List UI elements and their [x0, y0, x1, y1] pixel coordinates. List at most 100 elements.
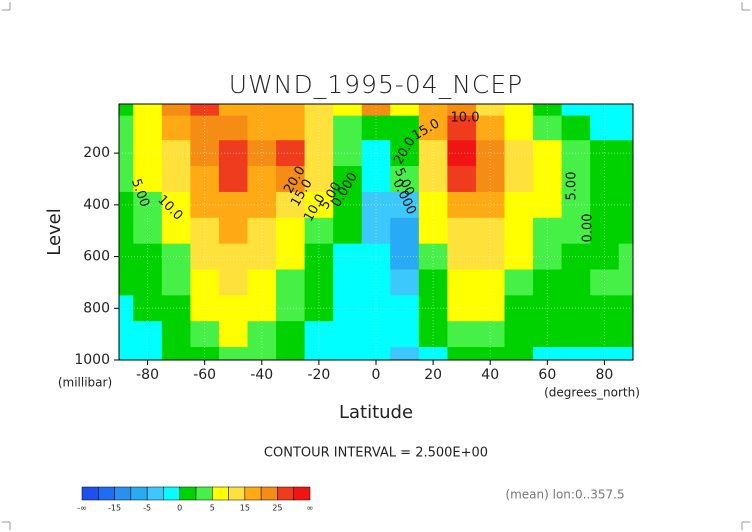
field-cell [304, 243, 334, 270]
field-cell [119, 269, 134, 296]
field-cell [390, 347, 420, 361]
field-cell [447, 191, 477, 219]
field-cell [418, 115, 448, 141]
field-cell [276, 347, 306, 361]
field-cell [447, 295, 477, 322]
field-cell [561, 104, 591, 117]
field-cell [561, 191, 591, 219]
field-cell [218, 191, 248, 219]
x-tick-label: 40 [481, 367, 499, 383]
field-cell [590, 166, 620, 193]
field-cell [475, 115, 505, 141]
field-cell [618, 191, 634, 219]
field-cell [119, 321, 134, 348]
field-cell [247, 115, 277, 141]
field-cell [418, 347, 448, 361]
field-cell [447, 140, 477, 167]
field-cell [590, 115, 620, 141]
contour-label: 0.00 [581, 214, 596, 243]
field-cell [361, 104, 391, 117]
x-axis-title: Latitude [339, 402, 413, 423]
x-tick-label: -80 [136, 367, 159, 383]
field-cell [590, 321, 620, 348]
field-cell [504, 217, 534, 245]
field-cell [361, 166, 391, 193]
field-cell [190, 243, 220, 270]
field-cell [218, 295, 248, 322]
field-cell [504, 295, 534, 322]
field-cell [161, 166, 191, 193]
field-cell [190, 191, 220, 219]
field-cell [304, 140, 334, 167]
field-cell [333, 347, 363, 361]
field-cell [119, 115, 134, 141]
field-cell [133, 243, 163, 270]
field-cell [618, 217, 634, 245]
field-cell [390, 269, 420, 296]
field-cell [361, 191, 391, 219]
field-cell [304, 347, 334, 361]
x-tick-label: -20 [307, 367, 330, 383]
field-cell [504, 140, 534, 167]
colorbar-swatch [244, 486, 262, 501]
field-cell [590, 295, 620, 322]
field-cell [561, 347, 591, 361]
colorbar-swatch [179, 486, 197, 501]
field-cell [590, 347, 620, 361]
field-cell [161, 140, 191, 167]
y-tick-label: 800 [83, 300, 110, 316]
field-cell [504, 243, 534, 270]
field-cell [276, 321, 306, 348]
field-cell [618, 243, 634, 270]
plot-frame [118, 103, 634, 361]
field-cell [418, 104, 448, 117]
field-cell [390, 191, 420, 219]
field-cell [361, 347, 391, 361]
field-cell [533, 243, 563, 270]
field-cell [119, 295, 134, 322]
field-cell [504, 321, 534, 348]
field-cell [504, 269, 534, 296]
field-cell [333, 295, 363, 322]
colorbar-label: -∞ [77, 504, 87, 513]
field-cell [390, 166, 420, 193]
colorbar-swatch [114, 486, 132, 501]
field-cell [418, 269, 448, 296]
field-cell [304, 166, 334, 193]
field-cell [533, 140, 563, 167]
field-cell [418, 166, 448, 193]
chart-title: UWND_1995-04_NCEP [229, 70, 523, 99]
field-cell [533, 217, 563, 245]
field-cell [247, 243, 277, 270]
field-cell [475, 104, 505, 117]
colorbar-swatch [212, 486, 229, 501]
field-cell [276, 269, 306, 296]
field-cell [418, 243, 448, 270]
field-cell [304, 115, 334, 141]
field-cell [133, 104, 163, 117]
field-cell [276, 115, 306, 141]
y-axis-title: Level [44, 208, 65, 256]
colorbar-label: 15 [240, 504, 250, 513]
field-cell [504, 115, 534, 141]
field-cell [475, 347, 505, 361]
field-cell [618, 166, 634, 193]
field-cell [304, 104, 334, 117]
field-cell [533, 269, 563, 296]
field-cell [447, 243, 477, 270]
field-cell [119, 243, 134, 270]
field-cell [561, 217, 591, 245]
field-cell [119, 140, 134, 167]
field-cell [218, 104, 248, 117]
field-cell [304, 269, 334, 296]
field-cell [361, 115, 391, 141]
x-tick-label: -60 [193, 367, 216, 383]
field-cell [333, 191, 363, 219]
field-cell [475, 243, 505, 270]
field-cell [533, 347, 563, 361]
field-cell [304, 217, 334, 245]
field-cell [533, 166, 563, 193]
y-unit: (millibar) [58, 376, 112, 390]
field-cell [218, 347, 248, 361]
